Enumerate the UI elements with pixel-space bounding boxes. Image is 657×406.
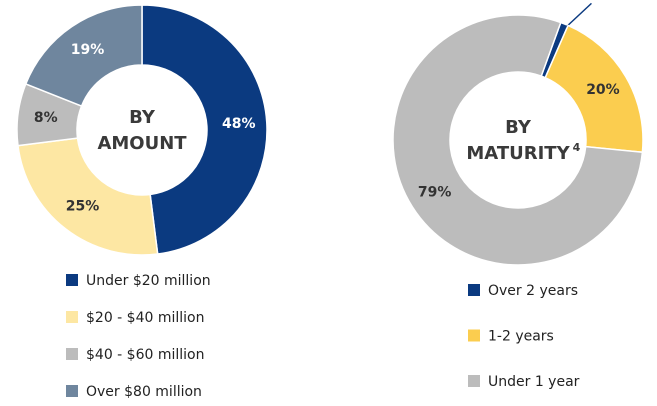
data-label: 1% [594,0,616,3]
data-label: 79% [418,184,452,200]
footnote-mark: 4 [573,141,581,154]
legend-label: $20 - $40 million [86,310,204,326]
center-label: BY [505,117,532,138]
legend-swatch [66,274,78,286]
donut-hole [451,73,585,207]
legend-swatch [66,348,78,360]
data-label: 8% [34,110,58,126]
legend-swatch [468,329,480,342]
donut-segment [17,137,159,256]
leader-line [560,2,592,32]
legend-swatch [468,284,480,296]
center-label: MATURITY [466,143,570,164]
legend-swatch [66,385,78,397]
legend-swatch [468,375,480,387]
data-label: 25% [66,199,100,215]
donut-segment [392,14,644,266]
donut-hole [78,66,206,194]
donut-segment [141,4,268,255]
center-label: AMOUNT [97,133,187,154]
legend-label: 1-2 years [488,329,554,345]
data-label: 20% [586,82,620,98]
data-label: 19% [71,42,105,58]
legend-label: Under $20 million [86,273,211,289]
legend-label: Over $80 million [86,384,202,400]
legend-swatch [66,311,78,323]
legend-label: $40 - $60 million [86,347,204,363]
legend-label: Under 1 year [488,374,580,390]
data-label: 48% [222,116,256,132]
donut-segment [24,4,143,108]
legend-label: Over 2 years [488,283,578,299]
center-label: BY [129,107,156,128]
